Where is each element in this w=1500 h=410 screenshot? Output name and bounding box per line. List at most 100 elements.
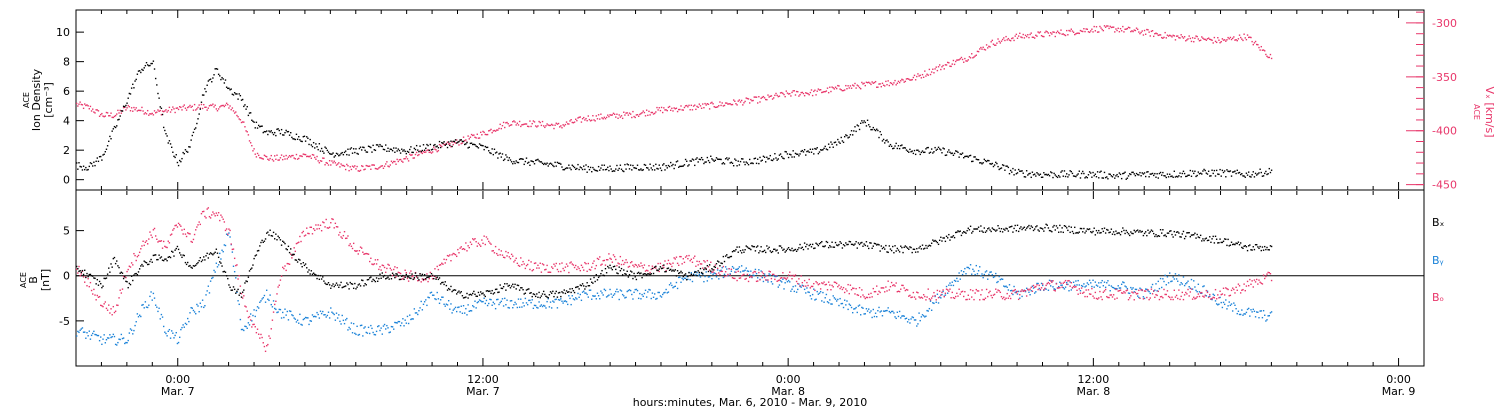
density-point xyxy=(283,134,285,136)
density-point xyxy=(1243,175,1245,177)
bz-point xyxy=(932,295,934,297)
bz-point xyxy=(716,267,719,270)
bx-point xyxy=(385,278,387,280)
by-point xyxy=(547,298,549,300)
density-point xyxy=(1244,176,1246,178)
velocity-point xyxy=(1107,25,1109,27)
bx-point xyxy=(560,295,562,298)
by-point xyxy=(231,251,234,253)
density-point xyxy=(472,143,474,146)
bz-point xyxy=(699,263,702,265)
bz-point xyxy=(1156,294,1158,297)
density-point xyxy=(1246,174,1249,176)
by-point xyxy=(572,298,575,300)
bz-point xyxy=(468,246,470,249)
velocity-point xyxy=(729,103,731,105)
bz-point xyxy=(402,277,404,280)
bz-point xyxy=(545,268,547,271)
bz-point xyxy=(315,224,317,226)
bz-point xyxy=(261,336,263,339)
bz-point xyxy=(1204,294,1206,297)
by-point xyxy=(263,294,266,297)
bz-point xyxy=(254,326,256,328)
by-point xyxy=(488,302,490,305)
by-point xyxy=(439,299,442,301)
velocity-point xyxy=(881,82,884,85)
bx-point xyxy=(522,289,524,291)
bz-point xyxy=(1064,279,1067,282)
bx-point xyxy=(333,285,335,288)
bz-point xyxy=(605,259,608,261)
bx-point xyxy=(573,291,576,294)
density-point xyxy=(941,152,943,154)
velocity-point xyxy=(520,125,522,128)
bz-point xyxy=(1013,289,1015,292)
velocity-point xyxy=(629,113,632,115)
bz-point xyxy=(720,270,722,273)
bx-point xyxy=(477,291,480,294)
bz-point xyxy=(1170,298,1172,301)
bz-point xyxy=(97,296,100,298)
bx-point xyxy=(406,276,409,278)
density-point xyxy=(441,141,443,144)
by-point xyxy=(1076,284,1078,286)
velocity-point xyxy=(1102,29,1105,32)
bx-point xyxy=(697,270,699,272)
by-point xyxy=(776,275,778,277)
velocity-point xyxy=(552,124,554,126)
velocity-point xyxy=(769,95,771,97)
by-point xyxy=(860,314,862,316)
by-point xyxy=(765,275,767,277)
bz-point xyxy=(514,259,516,262)
bz-point xyxy=(1070,282,1072,284)
bx-point xyxy=(143,260,145,262)
by-point xyxy=(468,310,470,312)
bz-point xyxy=(639,265,641,268)
bx-point xyxy=(244,282,246,284)
density-point xyxy=(684,158,687,161)
by-point xyxy=(119,338,121,341)
density-point xyxy=(855,130,857,133)
velocity-point xyxy=(506,121,508,124)
by-point xyxy=(398,320,401,323)
bz-point xyxy=(303,235,306,237)
density-point xyxy=(843,135,846,138)
velocity-point xyxy=(1154,32,1156,35)
bx-point xyxy=(648,273,650,275)
bz-point xyxy=(851,287,854,289)
velocity-point xyxy=(895,84,897,86)
density-point xyxy=(1107,178,1109,180)
density-point xyxy=(255,121,258,124)
density-point xyxy=(726,157,728,159)
density-point xyxy=(127,97,129,99)
by-point xyxy=(109,334,111,336)
bx-point xyxy=(409,277,411,279)
bz-point xyxy=(359,246,362,248)
bz-point xyxy=(627,266,630,268)
by-point xyxy=(1004,285,1006,288)
density-point xyxy=(526,162,529,164)
by-point xyxy=(1062,286,1064,289)
velocity-point xyxy=(482,130,484,133)
density-point xyxy=(156,84,158,86)
velocity-point xyxy=(1165,37,1167,39)
by-point xyxy=(1186,282,1188,284)
by-point xyxy=(1090,282,1092,284)
by-point xyxy=(327,311,330,313)
bx-point xyxy=(328,284,331,286)
by-point xyxy=(752,274,754,276)
bz-point xyxy=(843,291,846,294)
bz-point xyxy=(580,264,583,267)
by-point xyxy=(370,324,372,327)
density-point xyxy=(276,128,278,131)
velocity-point xyxy=(236,114,238,117)
velocity-point xyxy=(750,98,752,101)
bz-point xyxy=(1182,298,1185,301)
velocity-point xyxy=(290,156,292,158)
bz-point xyxy=(283,267,285,270)
by-point xyxy=(1008,284,1011,286)
velocity-point xyxy=(269,157,271,160)
bx-point xyxy=(429,275,432,277)
velocity-point xyxy=(199,107,202,109)
by-point xyxy=(1040,282,1043,285)
